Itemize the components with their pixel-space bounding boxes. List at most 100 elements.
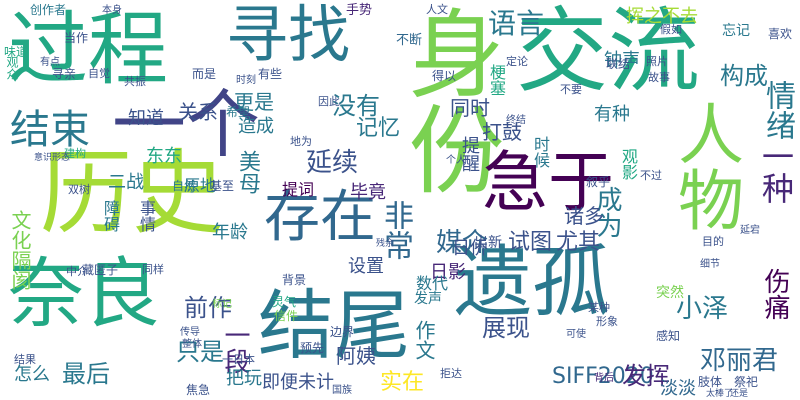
cloud-word: 信件 — [274, 309, 299, 323]
cloud-word: 可使 — [566, 329, 586, 340]
cloud-word: 设置 — [348, 256, 384, 277]
cloud-word: 手势 — [346, 3, 373, 18]
cloud-word: 作文 — [412, 320, 436, 360]
cloud-word: 交流 — [516, 0, 701, 105]
cloud-word: 文化隔阂 — [8, 210, 32, 290]
cloud-word: 时候 — [531, 136, 550, 168]
cloud-word: 原地 — [184, 176, 217, 195]
cloud-word: 忘记 — [722, 23, 750, 39]
cloud-word: 残余 — [376, 239, 395, 249]
cloud-word: 目的 — [702, 235, 724, 248]
cloud-word: 地为 — [290, 135, 312, 148]
cloud-word: 只是 — [176, 338, 224, 366]
cloud-word: 梗塞 — [487, 64, 506, 96]
cloud-word: 语言 — [488, 7, 545, 40]
cloud-word: 基至 — [210, 179, 235, 193]
cloud-word: 身份 — [392, 4, 504, 196]
cloud-word: 寻找 — [226, 0, 351, 71]
cloud-word: 实在 — [380, 370, 425, 395]
cloud-word: 一段 — [220, 322, 250, 374]
cloud-word: 定论 — [506, 55, 528, 68]
cloud-word: 观影 — [619, 148, 638, 180]
cloud-word: 年龄 — [212, 222, 248, 243]
cloud-word: 未计 — [298, 372, 334, 393]
cloud-word: 一日本 — [222, 353, 255, 366]
cloud-word: 终结 — [506, 115, 526, 126]
cloud-word: 情绪 — [760, 80, 795, 140]
cloud-word: 记忆 — [356, 116, 401, 141]
cloud-word: 有种 — [594, 104, 630, 125]
cloud-word: 而是 — [192, 67, 217, 81]
cloud-word: 过程 — [8, 3, 168, 96]
cloud-word: 挥之不去 — [626, 6, 698, 27]
cloud-word: 阿姨 — [336, 344, 376, 368]
cloud-word: 味道 — [4, 45, 29, 59]
cloud-word: 发声 — [414, 291, 442, 307]
cloud-word: 标记 — [212, 299, 232, 310]
cloud-word: 提词 — [282, 180, 315, 199]
cloud-word: 一种 — [757, 140, 795, 204]
cloud-word: 意识形态 — [34, 153, 71, 163]
cloud-word: 毕竟 — [350, 182, 386, 203]
cloud-word: 寻亲 — [52, 67, 77, 81]
cloud-word: 前作 — [184, 294, 232, 322]
cloud-word: 不断 — [396, 33, 423, 48]
cloud-word: 人文 — [426, 3, 448, 16]
cloud-word: 出新 — [474, 235, 502, 251]
cloud-word: 喜欢 — [768, 27, 793, 41]
cloud-word: 有些 — [258, 67, 283, 81]
cloud-word: 障碍 — [101, 200, 120, 232]
cloud-word: 美母 — [235, 150, 260, 194]
cloud-word: 成为 — [592, 186, 622, 238]
cloud-word: 发挥 — [622, 362, 670, 390]
cloud-word: 中介 — [66, 265, 88, 278]
cloud-word: 有点 — [40, 57, 60, 68]
cloud-word: 双树 — [68, 183, 90, 196]
cloud-word: 当作 — [64, 31, 89, 45]
cloud-word: 把玩 — [226, 368, 262, 389]
cloud-word: 最后 — [62, 360, 110, 388]
cloud-word: SIFF2020 — [552, 364, 654, 389]
cloud-word: 事情 — [137, 200, 156, 232]
cloud-word: 灵气 — [272, 295, 297, 309]
cloud-word: 背景 — [282, 273, 307, 287]
cloud-word: 焦急 — [186, 383, 211, 397]
cloud-word: 共振 — [124, 75, 146, 88]
cloud-word: 关系 — [178, 100, 218, 124]
cloud-word: 非常 — [378, 200, 413, 260]
cloud-word: 观众 — [5, 56, 19, 80]
cloud-word: 钟声 — [604, 50, 640, 71]
cloud-word: 同时 — [450, 96, 490, 120]
cloud-word: 不要 — [560, 83, 582, 96]
cloud-word: 叙乎 — [586, 175, 611, 189]
cloud-word: 本身 — [102, 5, 122, 16]
cloud-word: 某种 — [588, 301, 610, 314]
cloud-word: 不过 — [640, 169, 662, 182]
cloud-word: 感知 — [656, 329, 681, 343]
cloud-word: 边界 — [330, 325, 355, 339]
cloud-word: 一个 — [112, 82, 260, 168]
cloud-word: 二战 — [108, 172, 144, 193]
cloud-word: 诸多 — [564, 204, 604, 228]
cloud-word: 祭祀 — [734, 375, 759, 389]
cloud-word: 日影 — [430, 262, 466, 283]
cloud-word: 东东 — [146, 146, 182, 167]
cloud-word: 遗孤 — [454, 238, 611, 328]
cloud-word: 得以 — [432, 69, 457, 83]
cloud-word: 因此 — [318, 95, 340, 108]
cloud-word: 人物 — [667, 100, 744, 232]
cloud-word: 肢体 — [698, 375, 723, 389]
cloud-word: 自然 — [172, 179, 197, 193]
cloud-word: 更是 — [234, 90, 274, 114]
cloud-word: 突然 — [656, 285, 684, 301]
cloud-word: 展现 — [482, 314, 530, 342]
cloud-word: 邓丽君 — [700, 346, 779, 376]
cloud-word: 尤其 — [556, 230, 601, 255]
cloud-word: 日侨 — [452, 238, 488, 259]
cloud-word: 整体 — [182, 339, 202, 350]
cloud-word: 延续 — [306, 148, 359, 178]
cloud-word: 造成 — [238, 116, 274, 137]
cloud-word: 伤痛 — [760, 268, 790, 320]
cloud-word: 背后 — [594, 373, 614, 384]
